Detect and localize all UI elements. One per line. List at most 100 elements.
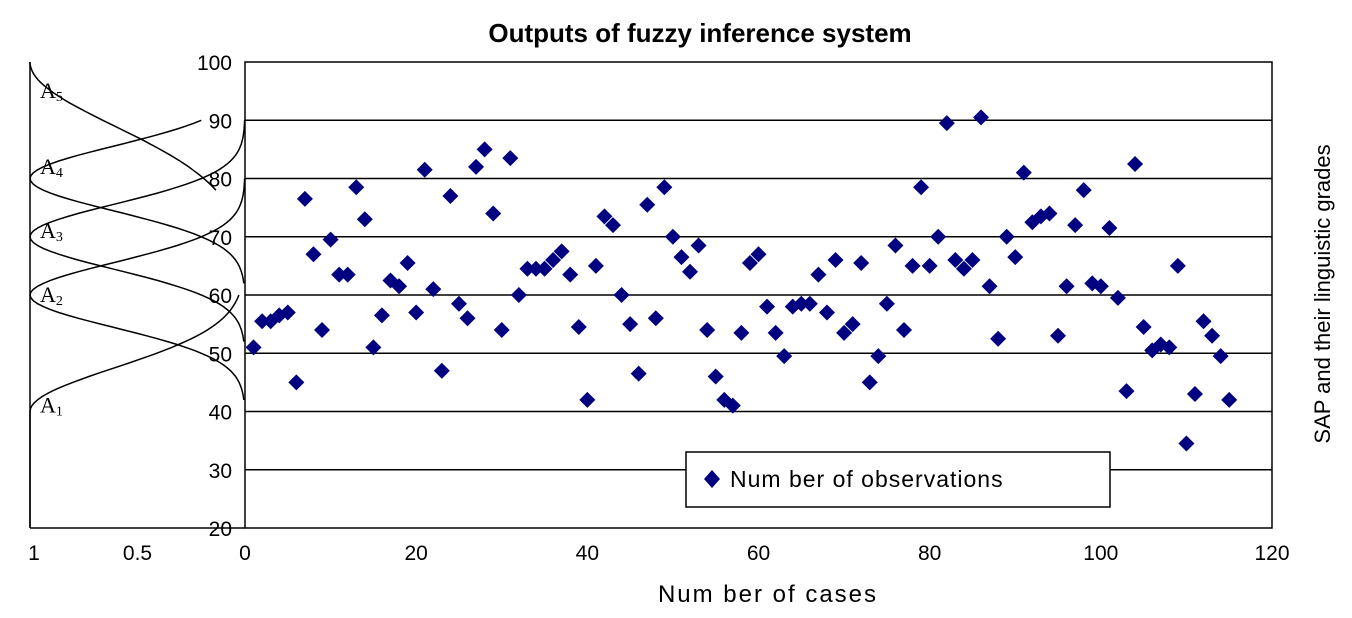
- data-point: [502, 150, 519, 167]
- data-point: [485, 205, 502, 222]
- membership-label: A1: [40, 393, 63, 420]
- data-point: [391, 278, 408, 295]
- data-point: [836, 324, 853, 341]
- membership-curve-a2: [29, 178, 246, 400]
- data-point: [964, 252, 981, 269]
- x-axis-label: Num ber of cases: [658, 581, 878, 608]
- data-point: [425, 281, 442, 298]
- data-point: [1221, 391, 1238, 408]
- data-point: [707, 368, 724, 385]
- data-point: [1204, 327, 1221, 344]
- data-point: [1186, 386, 1203, 403]
- data-point: [587, 257, 604, 274]
- data-point: [1050, 327, 1067, 344]
- data-point: [408, 304, 425, 321]
- chart-title: Outputs of fuzzy inference system: [488, 18, 911, 48]
- data-point: [536, 260, 553, 277]
- data-point: [296, 190, 313, 207]
- membership-label: A5: [40, 78, 63, 105]
- data-point: [339, 266, 356, 283]
- data-point: [562, 266, 579, 283]
- data-point: [861, 374, 878, 391]
- data-point: [1075, 182, 1092, 199]
- data-point: [245, 339, 262, 356]
- data-point: [844, 316, 861, 333]
- membership-curve-a1: [29, 294, 240, 528]
- data-point: [476, 141, 493, 158]
- y-tick-label: 50: [209, 343, 232, 366]
- data-point: [733, 324, 750, 341]
- data-point: [553, 243, 570, 260]
- data-point: [1101, 220, 1118, 237]
- data-point: [1067, 217, 1084, 234]
- data-point: [870, 348, 887, 365]
- membership-curve-a5: [29, 61, 217, 191]
- data-point: [622, 316, 639, 333]
- data-point: [519, 260, 536, 277]
- data-point: [930, 228, 947, 245]
- data-point: [331, 266, 348, 283]
- data-point: [759, 298, 776, 315]
- data-point: [767, 324, 784, 341]
- data-point: [279, 304, 296, 321]
- data-point: [416, 161, 433, 178]
- y-tick-label: 40: [209, 402, 232, 425]
- data-point: [793, 295, 810, 312]
- data-point: [690, 237, 707, 254]
- data-point: [947, 252, 964, 269]
- data-point: [904, 257, 921, 274]
- data-point: [442, 187, 459, 204]
- x-tick-label: 40: [576, 542, 599, 565]
- data-point: [322, 231, 339, 248]
- right-axis-label: SAP and their linguistic grades: [1310, 144, 1335, 443]
- data-point: [1135, 319, 1152, 336]
- data-point: [673, 249, 690, 266]
- data-point: [810, 266, 827, 283]
- data-point: [1058, 278, 1075, 295]
- data-point: [741, 254, 758, 271]
- y-tick-label: 20: [209, 518, 232, 541]
- data-point: [878, 295, 895, 312]
- data-point: [459, 310, 476, 327]
- y-tick-labels: 20 30 40 50 60 70 80 90 100: [197, 52, 232, 541]
- grid-lines: [245, 119, 1272, 471]
- data-point: [1118, 383, 1135, 400]
- data-point: [1127, 155, 1144, 172]
- data-point: [981, 278, 998, 295]
- data-point: [801, 295, 818, 312]
- data-point: [1109, 289, 1126, 306]
- data-point: [527, 260, 544, 277]
- membership-tick-label: 0.5: [123, 542, 152, 565]
- x-tick-labels: 0 20 40 60 80 100 120: [239, 542, 1289, 565]
- data-point: [493, 321, 510, 338]
- legend-label: Num ber of observations: [730, 466, 1004, 492]
- y-tick-label: 80: [209, 169, 232, 192]
- data-point: [545, 252, 562, 269]
- data-point: [639, 196, 656, 213]
- data-point: [348, 179, 365, 196]
- x-tick-label: 60: [747, 542, 770, 565]
- membership-curve-a4: [29, 119, 245, 284]
- data-point: [305, 246, 322, 263]
- data-point: [1212, 348, 1229, 365]
- data-point: [664, 228, 681, 245]
- x-tick-label: 20: [404, 542, 427, 565]
- data-point: [955, 260, 972, 277]
- data-point: [356, 211, 373, 228]
- data-point: [510, 287, 527, 303]
- data-point: [895, 321, 912, 338]
- data-point: [613, 287, 630, 303]
- y-tick-label: 70: [209, 227, 232, 250]
- data-point: [827, 252, 844, 269]
- data-point: [450, 295, 467, 312]
- data-point: [433, 362, 450, 379]
- data-point: [887, 237, 904, 254]
- data-point: [921, 257, 938, 274]
- x-tick-label: 100: [1083, 542, 1118, 565]
- legend: Num ber of observations: [685, 451, 1111, 508]
- y-tick-label: 90: [209, 110, 232, 133]
- data-point: [1007, 249, 1024, 266]
- data-point: [682, 263, 699, 280]
- plot-area-border: [244, 61, 1273, 529]
